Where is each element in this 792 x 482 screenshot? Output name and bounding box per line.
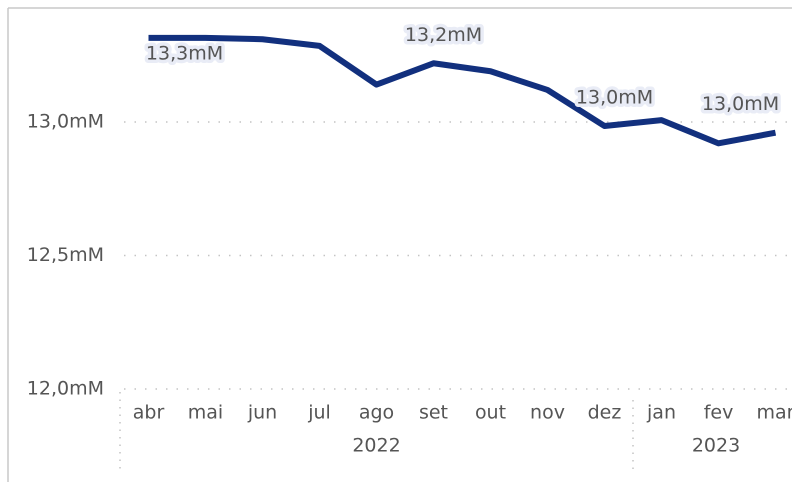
- line-series: [148, 34, 777, 147]
- x-tick-label: jul: [307, 402, 331, 424]
- x-tick-label: mar: [757, 402, 792, 424]
- x-group-label: 2022: [352, 435, 400, 457]
- x-tick-label: nov: [530, 402, 565, 424]
- x-tick-label: fev: [704, 402, 734, 424]
- x-group-label: 2023: [692, 435, 740, 457]
- x-tick-label: abr: [133, 402, 165, 424]
- x-tick-label: ago: [359, 402, 394, 424]
- x-tick-label: set: [419, 402, 448, 424]
- data-label: 13,3mM: [146, 42, 223, 64]
- x-tick-label: jan: [646, 402, 676, 424]
- data-label: 13,0mM: [576, 87, 653, 109]
- x-tick-label: mai: [188, 402, 223, 424]
- x-tick-label: jun: [247, 402, 277, 424]
- y-tick-label: 12,5mM: [27, 244, 104, 266]
- x-tick-label: dez: [588, 402, 622, 424]
- data-label: 13,2mM: [405, 24, 482, 46]
- y-tick-label: 13,0mM: [27, 111, 104, 133]
- data-label: 13,0mM: [702, 93, 779, 115]
- y-tick-label: 12,0mM: [27, 378, 104, 400]
- x-tick-label: out: [475, 402, 506, 424]
